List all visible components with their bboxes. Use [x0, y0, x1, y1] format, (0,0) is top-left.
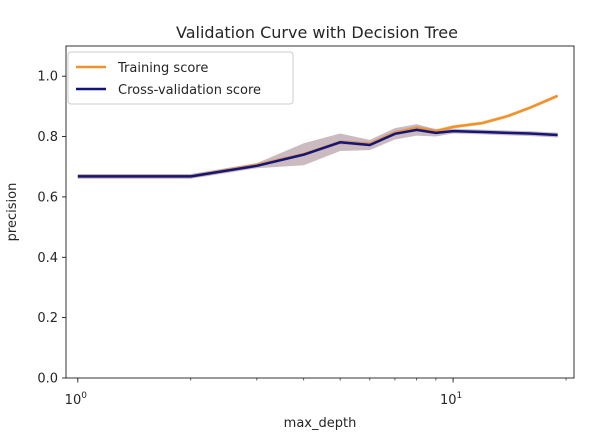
- y-tick-label: 0.0: [37, 372, 58, 387]
- y-tick-label: 0.6: [37, 190, 58, 205]
- x-axis-ticks: 100 101: [65, 378, 567, 408]
- x-tick-label: 100: [65, 391, 88, 408]
- x-axis-label: max_depth: [284, 416, 357, 431]
- y-axis-label: precision: [5, 183, 20, 242]
- y-tick-label: 0.2: [37, 311, 58, 326]
- line-series-1: [77, 128, 558, 178]
- y-tick-label: 0.4: [37, 251, 58, 266]
- chart-title: Validation Curve with Decision Tree: [176, 23, 458, 42]
- y-tick-label: 0.8: [37, 130, 58, 145]
- legend: Training score Cross-validation score: [67, 51, 294, 105]
- band-series-1: [77, 124, 558, 179]
- x-tick-label: 101: [440, 391, 462, 408]
- legend-box: [67, 51, 294, 105]
- series-lines: [77, 94, 559, 178]
- legend-cv-label: Cross-validation score: [118, 83, 261, 98]
- legend-training-label: Training score: [117, 61, 208, 76]
- confidence-bands: [77, 93, 558, 179]
- y-axis-ticks: 0.0 0.2 0.4 0.6 0.8 1.0: [37, 70, 66, 387]
- y-tick-label: 1.0: [37, 70, 58, 85]
- plot-frame: [65, 45, 575, 379]
